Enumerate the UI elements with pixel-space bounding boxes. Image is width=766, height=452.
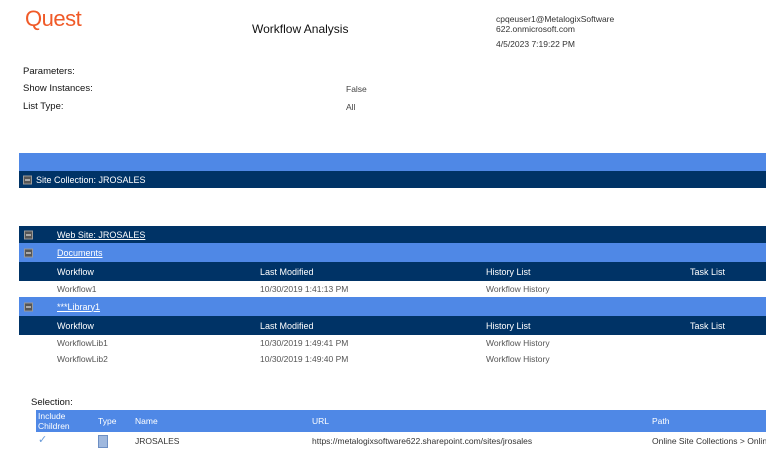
col-task-list: Task List [690,266,726,277]
site-collection-icon [98,435,108,448]
selection-row: ✓ JROSALES https://metalogixsoftware622.… [36,432,766,450]
col-name: Name [135,416,158,426]
col-url: URL [312,416,330,426]
col-type: Type [98,416,117,426]
col-workflow: Workflow [57,266,94,277]
col-include-children: Include Children [38,411,70,431]
user-info: cpqeuser1@MetalogixSoftware 622.onmicroso… [496,14,614,34]
collapse-icon[interactable] [24,230,33,239]
selection-url: https://metalogixsoftware622.sharepoint.… [312,436,533,446]
cell-last-modified: 10/30/2019 1:49:40 PM [260,354,349,364]
column-header: Workflow Last Modified History List Task… [19,316,766,335]
list-type-value: All [346,102,356,112]
col-task-list: Task List [690,320,726,331]
web-site-link[interactable]: Web Site: JROSALES [57,229,146,240]
column-header: Workflow Last Modified History List Task… [19,262,766,281]
cell-last-modified: 10/30/2019 1:41:13 PM [260,284,349,294]
selection-name: JROSALES [135,436,180,446]
table-row: Workflow1 10/30/2019 1:41:13 PM Workflow… [19,281,766,297]
cell-workflow: Workflow1 [57,284,97,294]
collapse-icon[interactable] [23,175,32,184]
site-collection-label: Site Collection: JROSALES [36,174,146,185]
user-line1: cpqeuser1@MetalogixSoftware [496,14,615,24]
table-row: WorkflowLib1 10/30/2019 1:49:41 PM Workf… [19,335,766,351]
list-link[interactable]: Documents [57,247,103,258]
cell-history-list: Workflow History [486,284,550,294]
selection-path: Online Site Collections > Online [652,436,766,446]
col-last-modified: Last Modified [260,320,314,331]
cell-history-list: Workflow History [486,354,550,364]
report-title: Workflow Analysis [252,22,349,36]
col-path: Path [652,416,670,426]
selection-header: Include Children Type Name URL Path [36,410,766,432]
col-history-list: History List [486,320,531,331]
list-bar-documents: Documents [19,243,766,262]
col-last-modified: Last Modified [260,266,314,277]
parameters-label: Parameters: [23,66,75,77]
collapse-icon[interactable] [24,302,33,311]
table-row: WorkflowLib2 10/30/2019 1:49:40 PM Workf… [19,351,766,367]
check-icon: ✓ [38,434,48,446]
cell-last-modified: 10/30/2019 1:49:41 PM [260,338,349,348]
col-workflow: Workflow [57,320,94,331]
list-type-label: List Type: [23,101,64,112]
cell-history-list: Workflow History [486,338,550,348]
list-link[interactable]: ***Library1 [57,301,101,312]
list-bar-library1: ***Library1 [19,297,766,316]
web-site-bar: Web Site: JROSALES [19,226,766,243]
selection-label: Selection: [31,397,73,408]
show-instances-value: False [346,84,367,94]
col-history-list: History List [486,266,531,277]
collapse-icon[interactable] [24,248,33,257]
report-date: 4/5/2023 7:19:22 PM [496,39,575,49]
cell-workflow: WorkflowLib2 [57,354,108,364]
show-instances-label: Show Instances: [23,83,93,94]
site-collection-bar: Site Collection: JROSALES [19,171,766,188]
report-band [19,153,766,171]
cell-workflow: WorkflowLib1 [57,338,108,348]
user-line2: 622.onmicrosoft.com [496,24,575,34]
quest-logo: Quest [25,6,82,31]
